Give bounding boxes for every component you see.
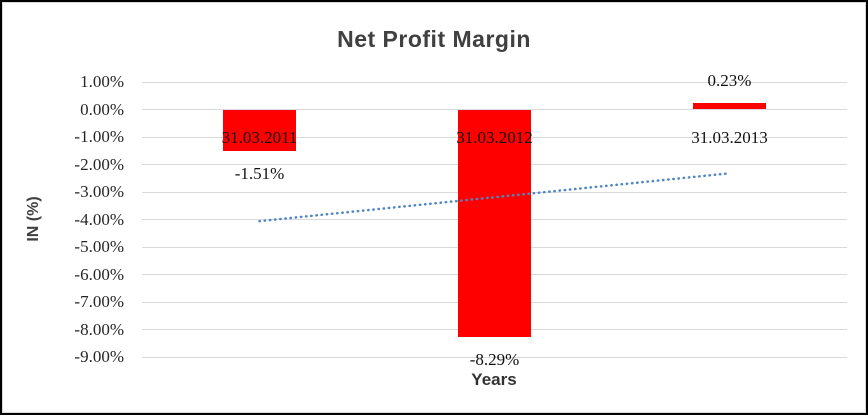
y-tick-label: -7.00%: [74, 292, 124, 311]
gridline: [142, 81, 847, 83]
y-tick-label: -9.00%: [74, 347, 124, 366]
y-tick-label: -1.00%: [74, 127, 124, 146]
x-axis-title: Years: [471, 370, 517, 389]
category-label: 31.03.2012: [456, 128, 533, 147]
y-tick-label: 0.00%: [80, 99, 124, 119]
data-label: -1.51%: [234, 164, 285, 184]
bar-31.03.2012: [458, 109, 531, 338]
y-tick-label: -6.00%: [74, 264, 124, 284]
data-label: -8.29%: [469, 350, 520, 370]
y-tick-label: -5.00%: [74, 237, 124, 256]
data-label: 0.23%: [707, 71, 752, 91]
y-tick-label: -3.00%: [74, 182, 124, 201]
bar-31.03.2011: [223, 109, 296, 152]
chart-title: Net Profit Margin: [337, 26, 531, 52]
y-tick-label: -4.00%: [74, 209, 124, 229]
category-label: 31.03.2013: [691, 128, 768, 147]
y-axis-title: IN (%): [25, 196, 42, 242]
y-tick-label: -8.00%: [74, 319, 124, 339]
gridline: [142, 356, 847, 358]
category-label: 31.03.2011: [221, 128, 298, 147]
bar-31.03.2013: [693, 103, 766, 110]
trendline: [258, 172, 731, 223]
y-tick-label: 1.00%: [80, 72, 124, 91]
y-tick-label: -2.00%: [74, 154, 124, 174]
